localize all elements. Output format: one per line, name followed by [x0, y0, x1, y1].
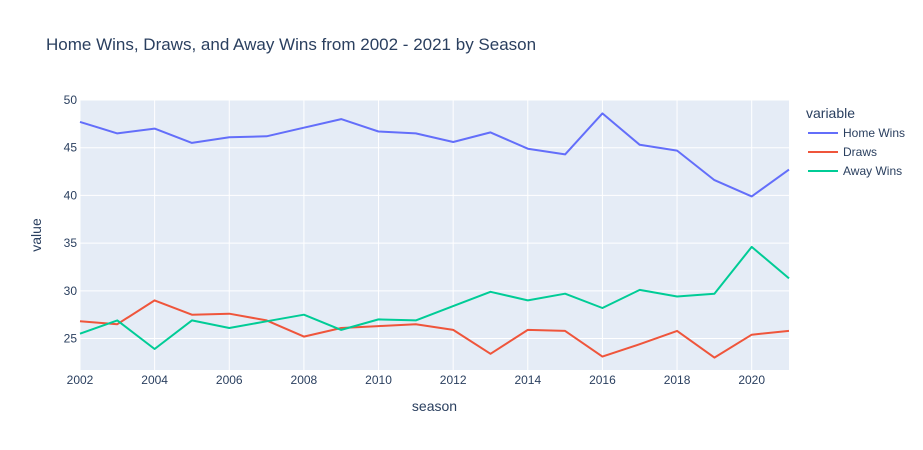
y-tick-label: 30 [64, 284, 78, 298]
x-axis-title: season [412, 398, 457, 414]
series-line-home-wins[interactable] [79, 112, 790, 198]
chart-title: Home Wins, Draws, and Away Wins from 200… [46, 35, 536, 54]
x-tick-label: 2012 [440, 373, 467, 387]
legend-item-away-wins[interactable]: Away Wins [808, 164, 902, 178]
x-tick-label: 2002 [67, 373, 94, 387]
legend-label: Away Wins [843, 164, 902, 178]
y-tick-label: 50 [64, 93, 78, 107]
gridlines [79, 99, 789, 370]
legend-item-draws[interactable]: Draws [808, 145, 877, 159]
y-axis-ticks: 25 30 35 40 45 50 [64, 93, 78, 346]
y-tick-label: 40 [64, 188, 78, 202]
series-line-draws[interactable] [79, 299, 790, 359]
x-tick-label: 2014 [514, 373, 541, 387]
series-line-away-wins[interactable] [79, 245, 790, 350]
legend-item-home-wins[interactable]: Home Wins [808, 126, 905, 140]
x-tick-label: 2020 [738, 373, 765, 387]
x-tick-label: 2010 [365, 373, 392, 387]
plot-background [80, 100, 789, 370]
y-axis-title: value [28, 218, 44, 252]
y-tick-label: 25 [64, 332, 78, 346]
legend-title: variable [806, 105, 855, 121]
x-tick-label: 2008 [291, 373, 318, 387]
legend-label: Home Wins [843, 126, 905, 140]
legend[interactable]: variable Home Wins Draws Away Wins [806, 105, 905, 178]
x-tick-label: 2018 [664, 373, 691, 387]
x-tick-label: 2004 [141, 373, 168, 387]
legend-label: Draws [843, 145, 877, 159]
x-tick-label: 2006 [216, 373, 243, 387]
y-tick-label: 35 [64, 236, 78, 250]
series-lines [79, 112, 790, 359]
x-axis-ticks: 2002 2004 2006 2008 2010 2012 2014 2016 2018 2020 [67, 373, 766, 387]
y-tick-label: 45 [64, 141, 78, 155]
x-tick-label: 2016 [589, 373, 616, 387]
